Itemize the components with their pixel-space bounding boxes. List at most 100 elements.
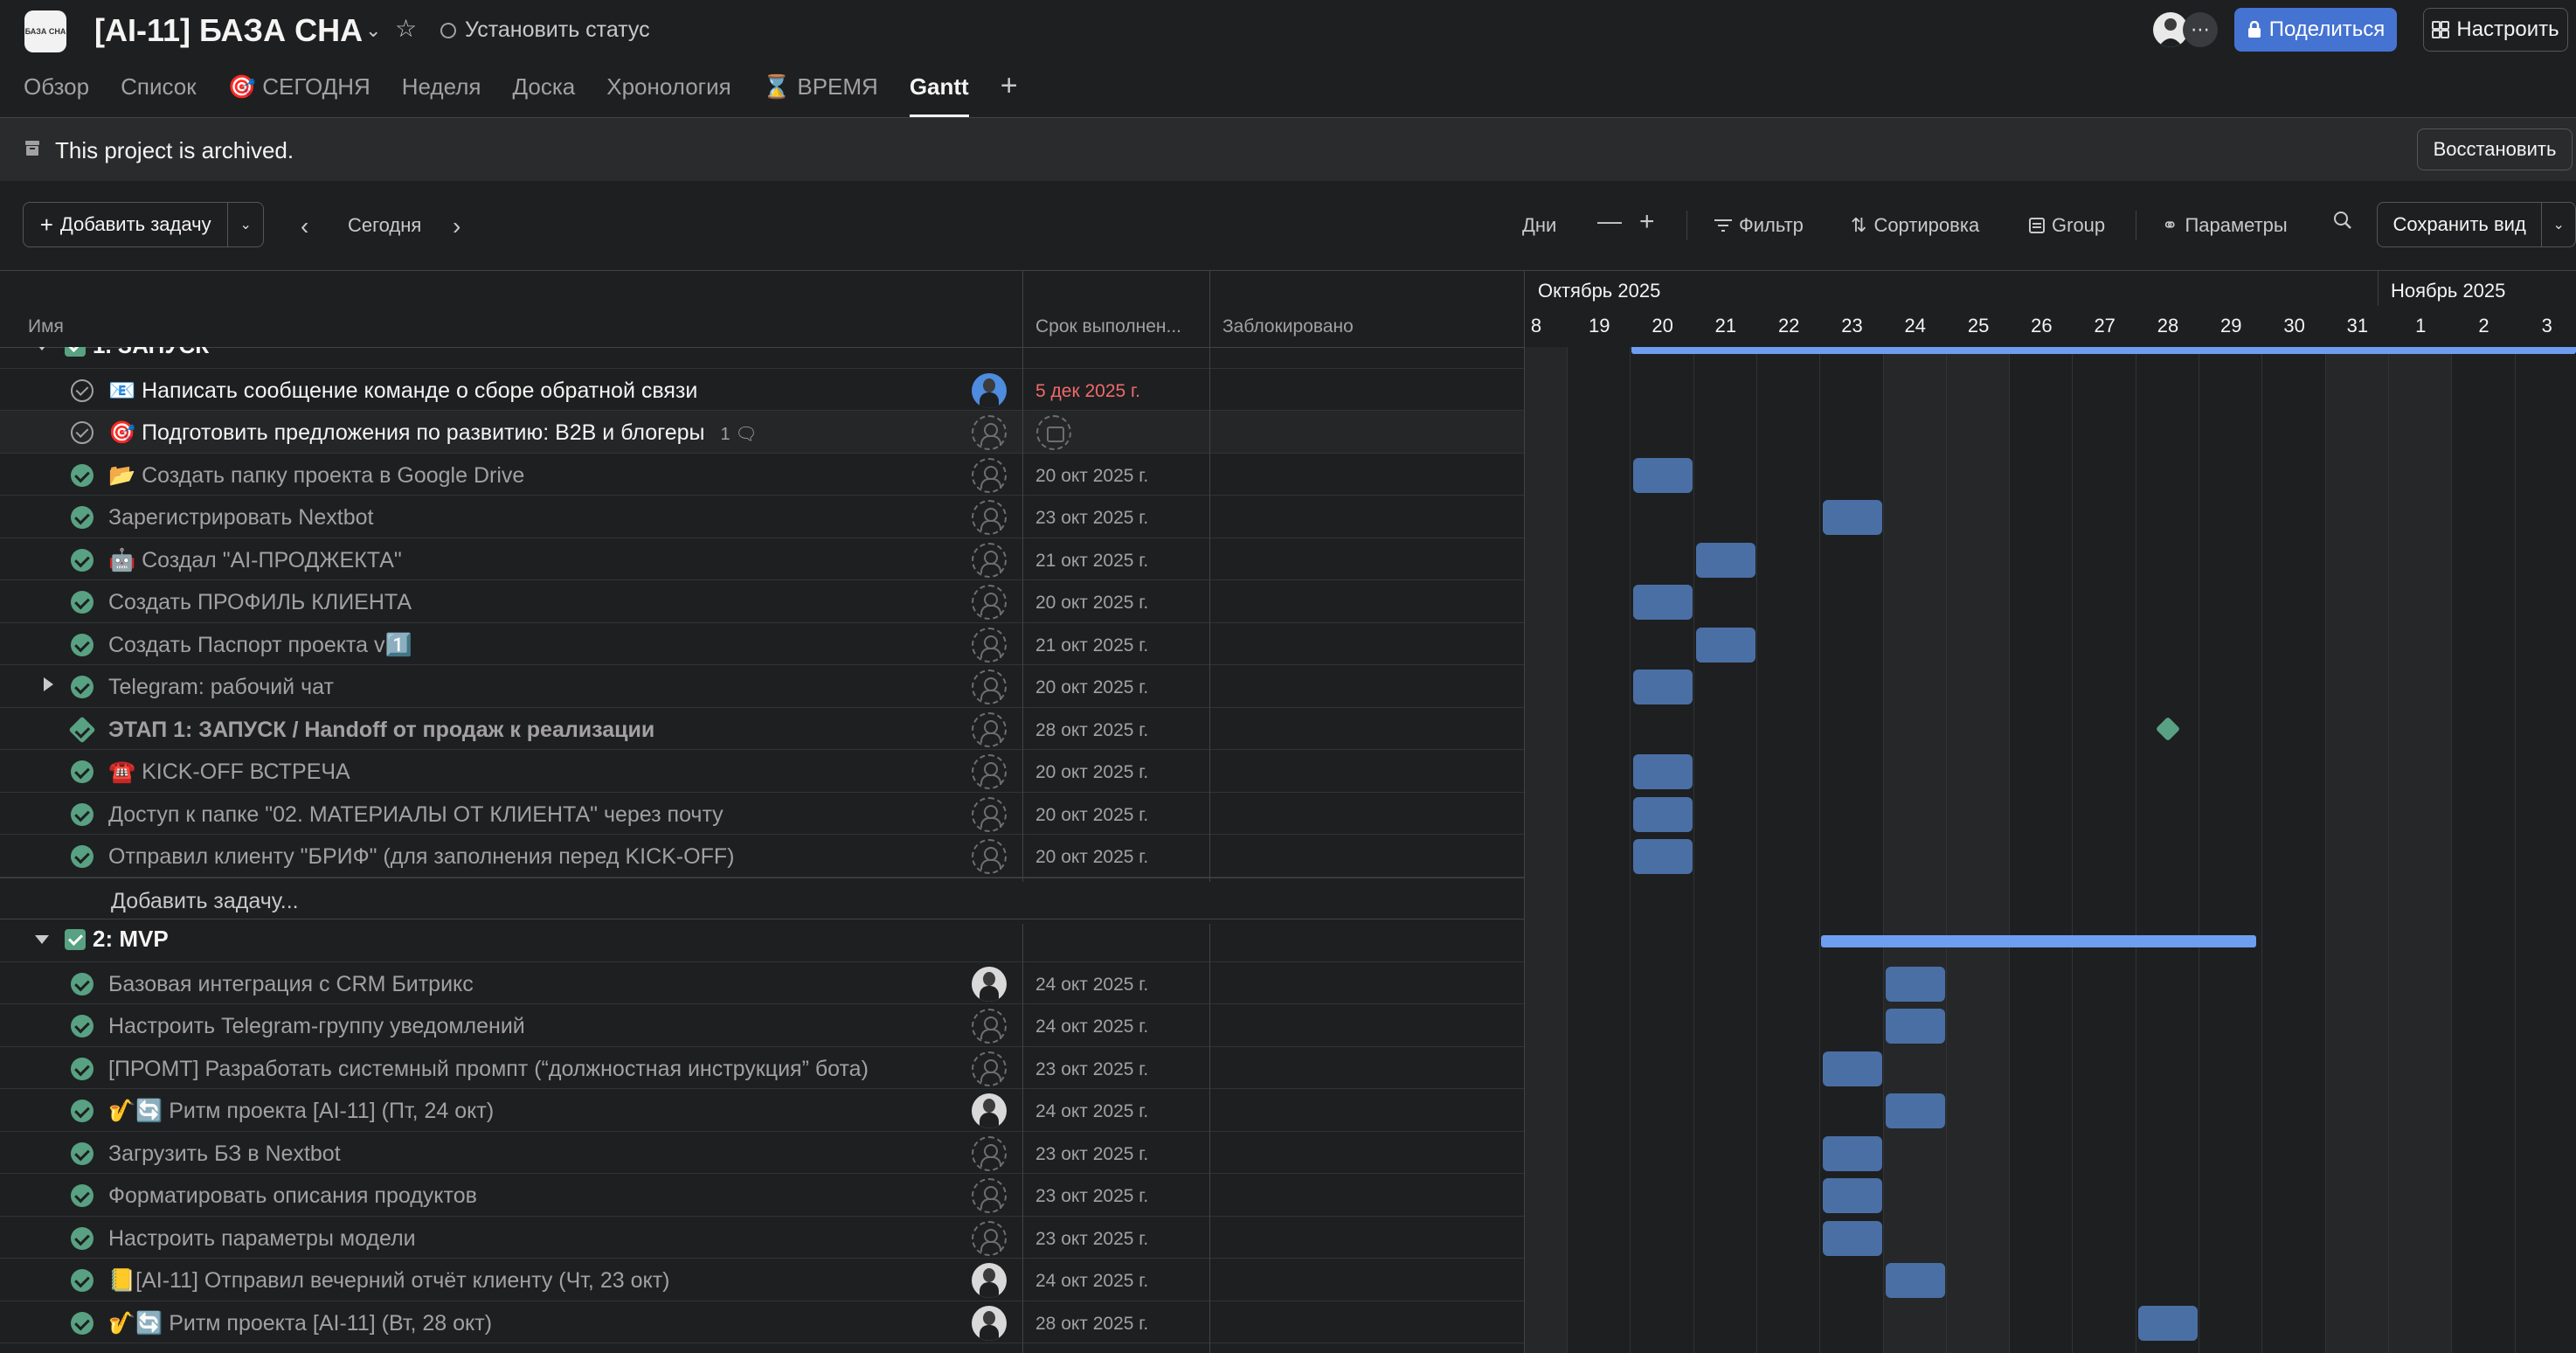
task-bar[interactable] [1632, 796, 1693, 832]
task-name[interactable]: Зарегистрировать Nextbot [108, 505, 373, 531]
due-date[interactable]: 23 окт 2025 г. [1035, 1228, 1149, 1249]
save-view-button[interactable]: Сохранить вид [2378, 203, 2543, 246]
project-title[interactable]: [AI-11] БАЗА СНА [94, 12, 364, 48]
due-date[interactable]: 20 окт 2025 г. [1035, 593, 1149, 613]
table-row[interactable]: Форматировать описания продуктов 23 окт 2… [0, 1174, 1524, 1217]
due-date[interactable]: 20 окт 2025 г. [1035, 465, 1149, 486]
task-name[interactable]: Создать ПРОФИЛЬ КЛИЕНТА [108, 590, 412, 615]
assignee-placeholder-icon[interactable] [972, 670, 1007, 704]
due-date[interactable]: 20 окт 2025 г. [1035, 677, 1149, 697]
complete-task-checkbox[interactable] [71, 1100, 93, 1122]
complete-task-checkbox[interactable] [71, 1015, 93, 1037]
task-bar[interactable] [1822, 1178, 1882, 1213]
set-status-button[interactable]: Установить статус [440, 17, 650, 43]
zoom-out-icon[interactable]: — [1597, 207, 1622, 234]
task-name[interactable]: Настроить Telegram-группу уведомлений [108, 1014, 525, 1039]
expand-subtasks-icon[interactable] [44, 677, 53, 691]
member-avatar[interactable] [2153, 12, 2188, 47]
task-bar[interactable] [1632, 754, 1693, 789]
calendar-icon[interactable] [1036, 415, 1071, 450]
due-date[interactable]: 28 окт 2025 г. [1035, 1313, 1149, 1334]
complete-task-checkbox[interactable] [71, 421, 93, 444]
section-title[interactable]: 2: MVP [35, 926, 169, 953]
due-date[interactable]: 23 окт 2025 г. [1035, 1143, 1149, 1164]
assignee-placeholder-icon[interactable] [972, 500, 1007, 535]
assignee-placeholder-icon[interactable] [972, 627, 1007, 663]
table-row[interactable]: Telegram: рабочий чат 20 окт 2025 г. [0, 665, 1524, 708]
column-blocked-header[interactable]: Заблокировано [1222, 316, 1354, 337]
star-icon[interactable]: ☆ [395, 15, 418, 42]
tab-overview[interactable]: Обзор [24, 73, 90, 100]
task-name[interactable]: Форматировать описания продуктов [108, 1183, 477, 1209]
add-task-inline[interactable]: Добавить задачу... [111, 888, 299, 913]
task-name[interactable]: 🎷🔄 Ритм проекта [AI-11] (Вт, 28 окт) [108, 1311, 492, 1336]
task-bar[interactable] [1885, 966, 1946, 1002]
assignee-avatar[interactable] [972, 372, 1007, 408]
task-name[interactable]: 🎷🔄 Ритм проекта [AI-11] (Пт, 24 окт) [108, 1099, 494, 1124]
sort-button[interactable]: ⇅ Сортировка [1851, 214, 1979, 237]
assignee-avatar[interactable] [972, 966, 1007, 1002]
table-row[interactable]: Отправил клиенту "БРИФ" (для заполнения … [0, 835, 1524, 878]
assignee-placeholder-icon[interactable] [972, 1009, 1007, 1044]
complete-task-checkbox[interactable] [71, 1226, 93, 1250]
comment-count[interactable]: 1 🗨 [721, 425, 758, 444]
customize-button[interactable]: Настроить [2423, 8, 2568, 52]
today-button[interactable]: Сегодня [348, 214, 422, 236]
task-name[interactable]: 🎯 Подготовить предложения по развитию: B… [108, 420, 758, 446]
table-row[interactable]: Настроить Telegram-группу уведомлений 24 … [0, 1004, 1524, 1047]
table-row[interactable]: Загрузить БЗ в Nextbot 23 окт 2025 г. [0, 1132, 1524, 1174]
task-bar[interactable] [1885, 1009, 1946, 1044]
table-row[interactable]: Базовая интеграция с CRM Битрикс 24 окт 2… [0, 962, 1524, 1004]
chevron-down-icon[interactable] [35, 347, 49, 350]
table-row[interactable]: 🎷🔄 Ритм проекта [AI-11] (Пт, 24 окт) 24 о… [0, 1089, 1524, 1132]
table-row[interactable]: Создать ПРОФИЛЬ КЛИЕНТА 20 окт 2025 г. [0, 580, 1524, 623]
assignee-avatar[interactable] [972, 1093, 1007, 1128]
table-row[interactable]: 📒[AI-11] Отправил вечерний отчёт клиенту… [0, 1259, 1524, 1301]
complete-task-checkbox[interactable] [71, 506, 93, 529]
complete-task-checkbox[interactable] [71, 972, 93, 996]
tab-timeline[interactable]: Хронология [606, 73, 731, 100]
task-name[interactable]: Создать Паспорт проекта v1️⃣ [108, 633, 412, 658]
section-title[interactable]: 1. ЗАПУСК [35, 347, 209, 359]
complete-task-checkbox[interactable] [71, 1141, 93, 1165]
complete-task-checkbox[interactable] [71, 463, 93, 487]
assignee-placeholder-icon[interactable] [972, 1178, 1007, 1213]
chevron-left-icon[interactable]: ‹ [301, 212, 309, 239]
task-name[interactable]: Отправил клиенту "БРИФ" (для заполнения … [108, 844, 734, 870]
assignee-placeholder-icon[interactable] [972, 754, 1007, 789]
due-date[interactable]: 21 окт 2025 г. [1035, 635, 1149, 656]
table-row[interactable]: 📧 Написать сообщение команде о сборе обр… [0, 369, 1524, 411]
table-row[interactable]: ЭТАП 1: ЗАПУСК / Handoff от продаж к реа… [0, 708, 1524, 750]
add-task-button[interactable]: + Добавить задачу [24, 203, 229, 246]
task-bar[interactable] [1632, 457, 1693, 493]
complete-task-checkbox[interactable] [71, 591, 93, 614]
section-summary-bar[interactable] [1631, 347, 2576, 354]
task-name[interactable]: ЭТАП 1: ЗАПУСК / Handoff от продаж к реа… [108, 718, 654, 743]
group-button[interactable]: Group [2029, 214, 2105, 237]
complete-task-checkbox[interactable] [71, 676, 93, 698]
assignee-avatar[interactable] [972, 1305, 1007, 1341]
options-button[interactable]: ⚭ Параметры [2162, 214, 2288, 237]
chevron-down-icon[interactable]: ⌄ [365, 19, 382, 41]
complete-task-checkbox[interactable] [71, 1057, 93, 1080]
task-name[interactable]: 📂 Создать папку проекта в Google Drive [108, 463, 524, 489]
task-name[interactable]: Загрузить БЗ в Nextbot [108, 1141, 341, 1167]
due-date[interactable]: 24 окт 2025 г. [1035, 1101, 1149, 1121]
assignee-placeholder-icon[interactable] [972, 1220, 1007, 1256]
task-bar[interactable] [1632, 585, 1693, 620]
table-row[interactable]: 🤖 Создал "AI-ПРОДЖЕКТА" 21 окт 2025 г. [0, 538, 1524, 580]
task-bar[interactable] [1885, 1093, 1946, 1128]
task-name[interactable]: 📒[AI-11] Отправил вечерний отчёт клиенту… [108, 1268, 669, 1294]
assignee-placeholder-icon[interactable] [972, 1051, 1007, 1086]
more-members-icon[interactable]: ⋯ [2183, 12, 2218, 47]
complete-task-checkbox[interactable] [71, 845, 93, 868]
due-date[interactable]: 24 окт 2025 г. [1035, 1016, 1149, 1037]
search-button[interactable] [2333, 211, 2352, 230]
zoom-in-icon[interactable]: + [1639, 207, 1655, 236]
column-name-header[interactable]: Имя [28, 316, 64, 337]
tab-week[interactable]: Неделя [401, 73, 481, 100]
task-name[interactable]: Telegram: рабочий чат [108, 675, 334, 700]
due-date[interactable]: 23 окт 2025 г. [1035, 508, 1149, 528]
complete-task-checkbox[interactable] [71, 760, 93, 783]
tab-today[interactable]: 🎯 СЕГОДНЯ [227, 73, 370, 100]
